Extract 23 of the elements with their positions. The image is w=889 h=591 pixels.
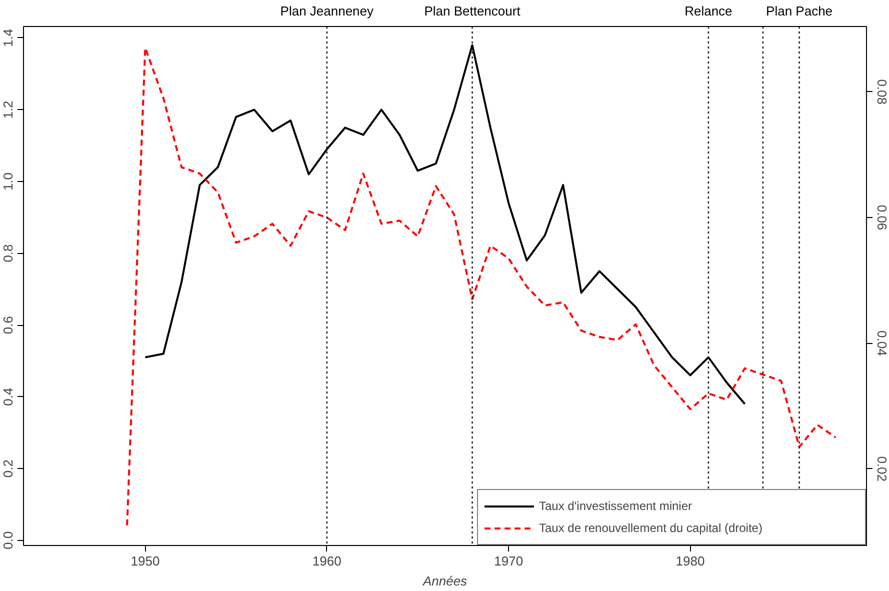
- y2-tick-label: 0.08: [874, 79, 889, 105]
- x-tick-label: 1960: [312, 554, 342, 568]
- y-tick-label: 0.8: [0, 244, 16, 262]
- y-tick-label: 0.4: [0, 388, 16, 406]
- x-axis-title: Années: [422, 574, 468, 588]
- x-tick-label: 1950: [130, 554, 160, 568]
- ref-line-label: Relance: [684, 4, 732, 18]
- ref-line-label: Plan Bettencourt: [424, 4, 521, 18]
- y2-tick-label: 0.06: [874, 204, 889, 230]
- x-tick-label: 1970: [494, 554, 524, 568]
- y-tick-label: 0.0: [0, 531, 16, 550]
- ref-line-label: Plan Jeanneney: [280, 4, 374, 18]
- y-tick-label: 1.0: [0, 172, 16, 191]
- y-tick-label: 1.2: [0, 100, 16, 119]
- ref-line-label: Plan Pache: [766, 4, 833, 18]
- y2-tick-label: 0.02: [874, 456, 889, 482]
- legend-label: Taux de renouvellement du capital (droite): [539, 521, 764, 535]
- y-tick-label: 0.2: [0, 459, 16, 478]
- legend-label: Taux d'investissement minier: [539, 499, 694, 513]
- y2-tick-label: 0.04: [874, 330, 889, 356]
- y-tick-label: 0.6: [0, 316, 16, 334]
- y-tick-label: 1.4: [0, 28, 16, 48]
- x-tick-label: 1980: [676, 554, 705, 568]
